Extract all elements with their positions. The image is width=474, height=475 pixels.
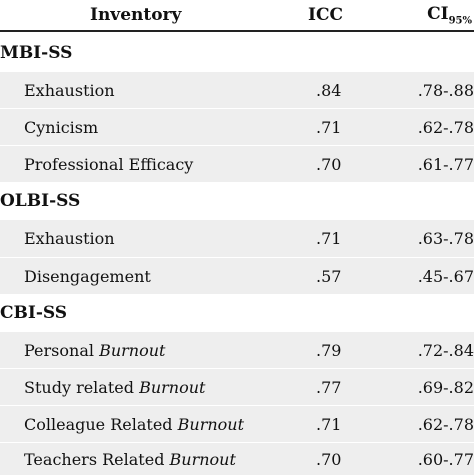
table-row: Professional Efficacy .70 .61-.77 xyxy=(0,146,474,182)
header-icc: ICC xyxy=(308,5,344,25)
row-name: Cynicism xyxy=(24,117,99,137)
table-row: Exhaustion .71 .63-.78 xyxy=(0,220,474,257)
row-ci: .78-.88 xyxy=(417,80,474,100)
row-icc: .77 xyxy=(316,377,342,397)
row-icc: .71 xyxy=(316,229,342,248)
row-icc: .71 xyxy=(316,414,342,434)
table-row: Personal Burnout .79 .72-.84 xyxy=(0,332,474,368)
row-ci: .60-.77 xyxy=(417,449,474,469)
row-ci: .61-.77 xyxy=(417,154,474,174)
row-ci: .69-.82 xyxy=(417,377,474,397)
table-row: Cynicism .71 .62-.78 xyxy=(0,109,474,145)
header-ci-base: CI xyxy=(427,3,449,24)
table-header: Inventory ICC CI95% xyxy=(0,0,474,32)
section-title: MBI-SS xyxy=(0,43,73,63)
header-ci: CI95% xyxy=(427,4,472,26)
table-row: Colleague Related Burnout .71 .62-.78 xyxy=(0,406,474,442)
table-row: Disengagement .57 .45-.67 xyxy=(0,258,474,294)
row-icc: .84 xyxy=(316,80,342,100)
section-title: OLBI-SS xyxy=(0,191,81,211)
row-name: Exhaustion xyxy=(24,229,115,248)
row-icc: .70 xyxy=(316,449,342,469)
row-name: Professional Efficacy xyxy=(24,154,194,174)
table-row: Teachers Related Burnout .70 .60-.77 xyxy=(0,443,474,475)
table-row: Study related Burnout .77 .69-.82 xyxy=(0,369,474,405)
row-ci: .62-.78 xyxy=(417,414,474,434)
row-icc: .79 xyxy=(316,340,342,360)
row-name: Disengagement xyxy=(24,266,151,286)
section-mbi-ss: MBI-SS xyxy=(0,34,474,72)
section-title: CBI-SS xyxy=(0,303,68,323)
row-name: Personal Burnout xyxy=(24,340,166,360)
row-ci: .72-.84 xyxy=(417,340,474,360)
header-ci-sub: 95% xyxy=(448,15,472,27)
row-ci: .62-.78 xyxy=(417,117,474,137)
section-olbi-ss: OLBI-SS xyxy=(0,182,474,220)
row-name: Colleague Related Burnout xyxy=(24,414,245,434)
row-name: Teachers Related Burnout xyxy=(24,449,236,469)
row-icc: .70 xyxy=(316,154,342,174)
row-name: Exhaustion xyxy=(24,80,115,100)
row-name: Study related Burnout xyxy=(24,377,206,397)
section-cbi-ss: CBI-SS xyxy=(0,294,474,332)
row-ci: .63-.78 xyxy=(417,229,474,248)
row-icc: .71 xyxy=(316,117,342,137)
row-icc: .57 xyxy=(316,266,342,286)
row-ci: .45-.67 xyxy=(417,266,474,286)
header-inventory: Inventory xyxy=(90,5,182,25)
table-row: Exhaustion .84 .78-.88 xyxy=(0,72,474,108)
